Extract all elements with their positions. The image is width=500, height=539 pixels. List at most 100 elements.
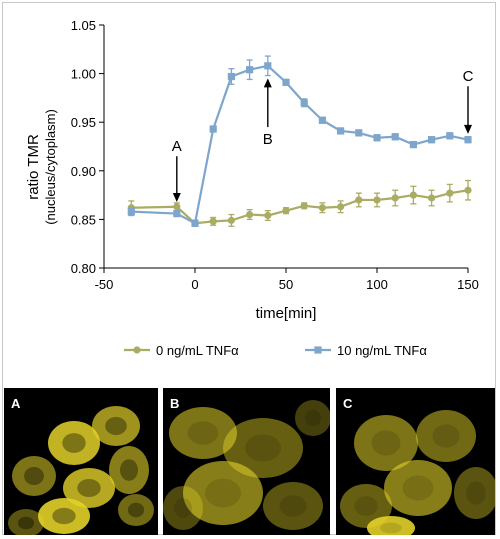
cell-nucleus (279, 495, 307, 517)
cell-nucleus (127, 502, 145, 518)
cell-body (416, 410, 476, 462)
cell-body (223, 418, 303, 478)
x-tick-label: 0 (191, 277, 198, 292)
cell-body (92, 406, 140, 446)
cell-nucleus (245, 434, 281, 462)
data-point (409, 140, 417, 149)
cell-nucleus (371, 430, 401, 456)
data-point (318, 204, 326, 212)
cell-body (384, 460, 452, 516)
cell-nucleus (432, 424, 460, 448)
cell-shape (92, 406, 140, 446)
data-point (446, 132, 454, 140)
cell-shape (416, 410, 476, 462)
cell-body (63, 468, 115, 508)
cell-body (454, 467, 495, 519)
tmr-ratio-chart: 0.80 0.85 0.90 0.95 1.00 1.05 -50 0 50 100 150 A B C… (25, 18, 479, 358)
cell-nucleus (466, 481, 486, 505)
series-2 (127, 55, 472, 227)
data-point (464, 136, 472, 144)
fluorescence-image (8, 406, 154, 535)
cell-shape (169, 407, 237, 459)
cell-shape (454, 467, 495, 519)
series-1 (127, 179, 472, 227)
cell-shape (367, 516, 415, 535)
data-point (464, 186, 472, 194)
cell-nucleus (52, 507, 76, 525)
panel-label-b: B (170, 396, 180, 411)
data-point (246, 66, 254, 74)
data-point (300, 99, 308, 107)
cell-shape (109, 446, 149, 494)
x-tick-label: 150 (457, 277, 479, 292)
annotation-label: B (263, 131, 273, 148)
cell-nucleus (105, 417, 127, 435)
series-line (131, 189, 469, 225)
cell-body (38, 498, 90, 534)
cell-nucleus (354, 496, 378, 516)
data-point (173, 203, 181, 211)
cell-shape (183, 461, 263, 525)
x-axis-label: time[min] (256, 305, 317, 322)
data-point (264, 62, 272, 70)
cell-body (8, 509, 44, 535)
data-point (428, 194, 436, 202)
data-point (391, 194, 399, 202)
cell-body (367, 516, 415, 535)
x-tick-label: 50 (279, 277, 293, 292)
cell-shape (163, 486, 203, 530)
annotation-arrow-head (172, 192, 181, 202)
cell-nucleus (24, 467, 44, 485)
cell-shape (223, 418, 303, 478)
cell-shape (354, 415, 418, 471)
annotation-arrow-head (464, 124, 472, 134)
data-point (264, 211, 272, 220)
cell-shape (12, 456, 56, 496)
micrograph-panel-b: B (163, 388, 330, 535)
panel-label-a: A (11, 396, 21, 411)
cell-nucleus (402, 475, 434, 501)
legend-swatch-marker (314, 346, 322, 354)
cell-shape (63, 468, 115, 508)
data-point (227, 216, 235, 224)
annotations: A B C (172, 68, 474, 202)
data-point (318, 116, 326, 124)
data-point (246, 210, 254, 219)
data-point (373, 134, 381, 142)
legend-label: 0 ng/mL TNFα (156, 343, 239, 358)
annotation-label: A (172, 138, 182, 155)
micrograph-panel-c: C (336, 388, 495, 535)
y-tick-label: 0.80 (71, 261, 96, 276)
cell-body (118, 494, 154, 526)
cell-shape (118, 494, 154, 526)
y-tick-label: 1.00 (71, 67, 96, 82)
cell-nucleus (62, 433, 86, 453)
cell-nucleus (77, 479, 101, 497)
cell-body (169, 407, 237, 459)
cell-body (263, 482, 323, 530)
data-point (282, 78, 290, 86)
cell-nucleus (187, 421, 219, 445)
y-axis-label: ratio TMR (25, 134, 42, 200)
cell-shape (8, 509, 44, 535)
cell-shape (38, 498, 90, 534)
data-point (209, 125, 217, 133)
legend-item-1: 0 ng/mL TNFα (124, 343, 239, 358)
cell-shape (48, 421, 100, 465)
y-axis-sublabel: (nucleus/cytoplasm) (43, 109, 58, 225)
x-tick-label: -50 (95, 277, 114, 292)
cell-shape (340, 484, 392, 528)
data-point (209, 217, 217, 225)
cell-nucleus (17, 516, 35, 530)
axes: 0.80 0.85 0.90 0.95 1.00 1.05 -50 0 50 100 150 (71, 18, 479, 292)
cell-shape (295, 400, 330, 436)
cell-nucleus (120, 459, 138, 481)
fluorescence-image (163, 400, 330, 530)
data-point (373, 196, 381, 204)
x-tick-label: 100 (366, 277, 388, 292)
series-layer (127, 55, 472, 227)
panel-label-c: C (343, 396, 353, 411)
y-tick-label: 1.05 (71, 18, 96, 33)
cell-body (48, 421, 100, 465)
cell-body (183, 461, 263, 525)
